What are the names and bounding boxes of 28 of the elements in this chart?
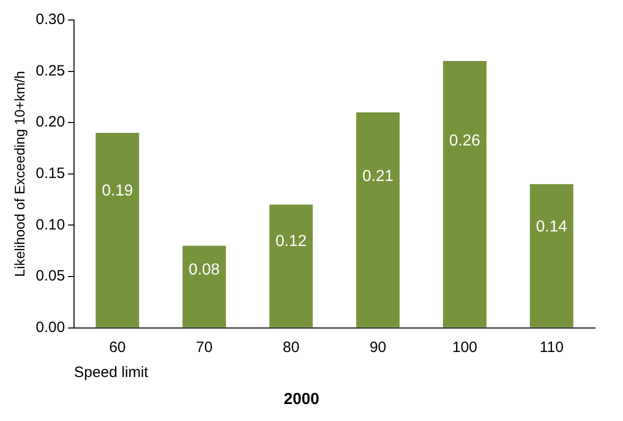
y-tick-label: 0.10	[36, 216, 65, 234]
x-tick-label: 80	[282, 338, 300, 356]
text: 2000	[284, 390, 320, 408]
data-label: 0.26	[449, 132, 480, 150]
bar	[182, 246, 226, 328]
y-tick-label: 0.30	[36, 11, 65, 28]
y-tick-label: 0.05	[36, 268, 65, 285]
x-tick-label: 110	[540, 338, 564, 356]
x-tick-label: 70	[196, 338, 213, 356]
data-label: 0.21	[362, 168, 394, 186]
y-tick-label: 0.00	[36, 318, 65, 336]
y-axis-title: Likelihood of Exceeding 10+km/h	[11, 70, 28, 277]
y-tick-label: 0.20	[36, 114, 65, 131]
data-label: 0.19	[102, 182, 134, 200]
x-tick-label: 60	[109, 338, 126, 356]
bar	[356, 112, 400, 328]
bar	[269, 204, 313, 328]
bar	[443, 61, 486, 328]
x-tick-label: 90	[370, 338, 386, 356]
data-label: 0.14	[536, 218, 568, 236]
x-axis-title: Speed limit	[74, 364, 150, 381]
bar	[530, 184, 574, 328]
data-label: 0.08	[188, 262, 220, 279]
bar	[96, 132, 140, 328]
x-tick-label: 100	[452, 338, 478, 356]
y-tick-label: 0.15	[36, 165, 65, 182]
data-label: 0.12	[276, 232, 307, 250]
y-tick-label: 0.25	[36, 62, 65, 80]
